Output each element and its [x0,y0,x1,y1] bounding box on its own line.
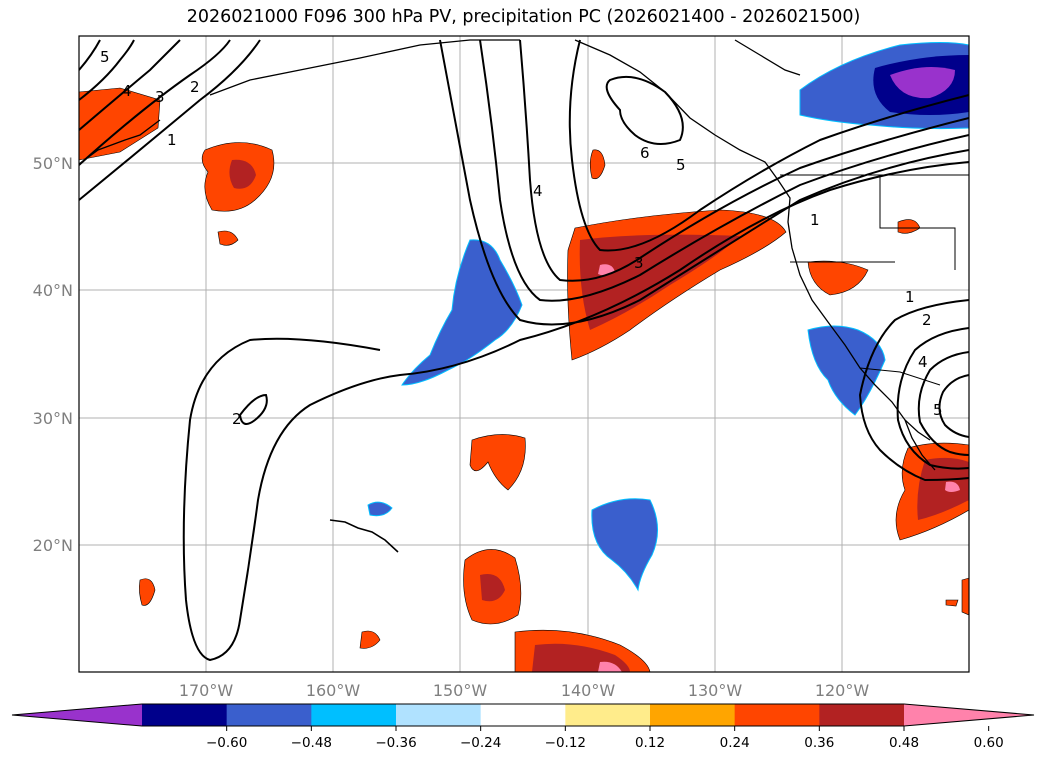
lat-label-30n: 30°N [33,409,73,428]
precip-blob-small4 [139,578,156,606]
colorbar-segment [311,704,397,726]
coast-baja [904,419,936,471]
precip-neg-california [807,325,886,416]
pv-label: 4 [533,182,543,200]
pv-contour-1-nw [79,39,261,201]
precip-blob-edge [961,577,969,616]
map-frame [78,35,970,673]
hawaii-islands [329,519,399,553]
colorbar-outline [11,703,1035,727]
lon-label-170w: 170°W [179,681,234,700]
pv-label: 2 [190,78,200,96]
colorbar-extend-max [904,704,1034,726]
pv-label: 5 [676,156,686,174]
pv-contour-5-se [938,374,969,438]
pv-contour-2 [182,161,969,662]
precip-blob-small1 [217,230,239,246]
lon-label-120w: 120°W [815,681,870,700]
lon-axis: 170°W 160°W 150°W 140°W 130°W 120°W [179,681,870,700]
pv-contour-2-nw [79,39,231,166]
precip-core-mexico [917,457,969,520]
coast-alaska-south [209,39,520,96]
colorbar-tick-label: 0.36 [804,735,834,751]
pv-label: 3 [634,254,644,272]
pv-label: 1 [905,288,915,306]
colorbar-tick-label: −0.24 [460,735,501,751]
lon-label-130w: 130°W [688,681,743,700]
pv-label: 5 [933,401,943,419]
pv-contour-labels: 5 4 3 2 1 4 6 5 3 1 1 2 4 5 2 [100,48,943,428]
precip-blob-nw [79,87,161,161]
pv-label: 1 [167,131,177,149]
precip-blob-small2 [589,149,606,179]
colorbar-extend-min [12,704,142,726]
coastlines [79,39,969,553]
pv-label: 1 [810,211,820,229]
colorbar-segment [396,704,482,726]
pv-contour-2-small [238,393,268,425]
precip-peak-bottom [598,661,622,672]
pv-label: 3 [155,88,165,106]
pv-contour-5b [568,39,969,252]
pv-contour-5-nw [79,39,101,71]
lat-label-20n: 20°N [33,536,73,555]
precip-neg-central [591,498,658,592]
colorbar-tick-label: 0.48 [889,735,919,751]
colorbar-segment [734,704,820,726]
lon-label-140w: 140°W [561,681,616,700]
pv-label: 4 [918,353,928,371]
precip-core-aleutian [229,159,256,189]
pv-contour-4 [479,39,969,302]
pv-contour-5 [519,39,969,282]
pv-contour-2-se [896,327,969,470]
colorbar-segment [819,704,905,726]
precip-blob-central [469,434,526,491]
colorbar-tick-label: −0.60 [206,735,247,751]
colorbar-segment [480,704,566,726]
precip-neg-hawaii [367,501,393,517]
precip-blob-small6 [945,599,959,607]
pv-label: 4 [122,82,132,100]
lat-label-40n: 40°N [33,281,73,300]
pv-label: 6 [640,144,650,162]
colorbar-segment [565,704,651,726]
precip-blob-small5 [359,630,381,649]
coast-north-america [574,39,931,441]
colorbar: −0.60 −0.48 −0.36 −0.24 −0.12 0.12 0.24 0.36 0.4… [11,703,1035,751]
colorbar-tick-label: −0.36 [375,735,416,751]
precip-neg-canada-peak [890,66,955,99]
colorbar-tick-label: −0.12 [545,735,586,751]
pv-contour-3-nw [79,39,181,131]
lon-label-160w: 160°W [306,681,361,700]
colorbar-tick-label: −0.48 [291,735,332,751]
figure-title: 2026021000 F096 300 hPa PV, precipitatio… [186,7,861,27]
pv-contours [79,39,969,662]
coast-canada-north [734,39,801,76]
border-states-west [879,175,956,270]
colorbar-tick-label: 0.24 [720,735,750,751]
pv-contour-3 [439,39,969,326]
pv-label: 2 [232,410,242,428]
colorbar-segment [142,704,228,726]
pv-contour-1-se [858,299,969,482]
precip-core-south [480,574,505,602]
pv-label: 5 [100,48,110,66]
colorbar-tick-label: 0.12 [635,735,665,751]
pv-contour-4-se [917,351,969,456]
precip-peak-mexico [945,481,960,492]
colorbar-segment [650,704,736,726]
pv-label: 2 [922,311,932,329]
border-us-mexico [859,367,941,386]
lon-label-150w: 150°W [433,681,488,700]
pv-contour-6 [605,76,684,145]
lat-axis: 50°N 40°N 30°N 20°N [33,154,73,555]
pv-contour-4-nw [79,39,135,101]
colorbar-segment [226,704,312,726]
lat-label-50n: 50°N [33,154,73,173]
colorbar-tick-label: 0.60 [974,735,1004,751]
